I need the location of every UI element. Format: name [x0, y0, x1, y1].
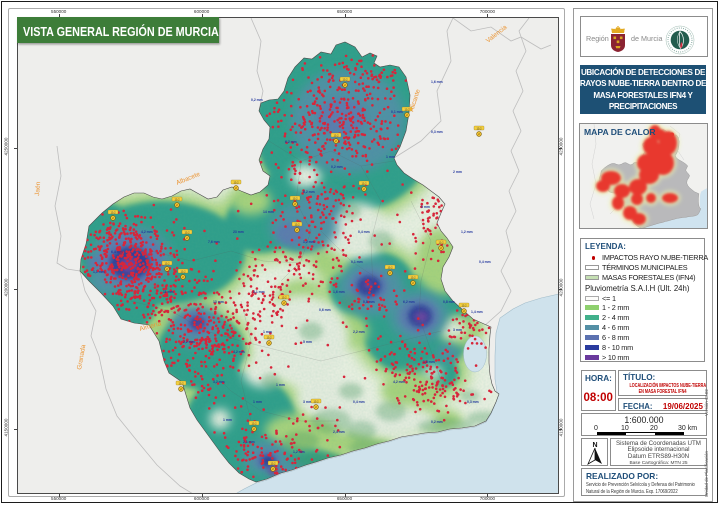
- svg-text:10,2: 10,2: [410, 275, 416, 279]
- svg-text:3,1 mm: 3,1 mm: [253, 290, 265, 294]
- svg-text:10,2: 10,2: [281, 295, 287, 299]
- svg-text:0,2 mm: 0,2 mm: [251, 98, 263, 102]
- svg-text:10,2: 10,2: [164, 261, 170, 265]
- svg-text:0,2 mm: 0,2 mm: [331, 165, 343, 169]
- svg-text:2,1 mm: 2,1 mm: [243, 440, 255, 444]
- svg-text:3 mm: 3 mm: [453, 328, 462, 332]
- svg-text:7,6 mm: 7,6 mm: [208, 240, 220, 244]
- svg-text:1,1 mm: 1,1 mm: [93, 270, 105, 274]
- svg-text:2,4 mm: 2,4 mm: [333, 430, 345, 434]
- svg-text:5 mm: 5 mm: [303, 340, 312, 344]
- svg-text:Jaén: Jaén: [34, 181, 42, 196]
- svg-text:2 mm: 2 mm: [453, 170, 462, 174]
- svg-text:10,2: 10,2: [313, 399, 319, 403]
- svg-text:0,8 mm: 0,8 mm: [443, 300, 455, 304]
- svg-text:1,6 mm: 1,6 mm: [431, 80, 443, 84]
- svg-text:4,2 mm: 4,2 mm: [233, 350, 245, 354]
- svg-text:1,8 mm: 1,8 mm: [423, 360, 435, 364]
- svg-text:4,2 mm: 4,2 mm: [393, 380, 405, 384]
- svg-text:1 mm: 1 mm: [276, 383, 285, 387]
- svg-text:3,2 mm: 3,2 mm: [213, 380, 225, 384]
- svg-text:8,2 mm: 8,2 mm: [303, 190, 315, 194]
- svg-text:3 mm: 3 mm: [303, 400, 312, 404]
- svg-text:0,6 mm: 0,6 mm: [319, 308, 331, 312]
- svg-text:10,2: 10,2: [292, 196, 298, 200]
- svg-text:10,2: 10,2: [387, 265, 393, 269]
- svg-text:6,4 mm: 6,4 mm: [111, 250, 123, 254]
- svg-text:1 mm: 1 mm: [253, 400, 262, 404]
- svg-text:0,8 mm: 0,8 mm: [363, 300, 375, 304]
- svg-text:10,2: 10,2: [251, 421, 257, 425]
- svg-text:10,2: 10,2: [266, 335, 272, 339]
- svg-text:0,1 mm: 0,1 mm: [351, 260, 363, 264]
- svg-text:10,2: 10,2: [461, 303, 467, 307]
- svg-text:0,3 mm: 0,3 mm: [431, 130, 443, 134]
- svg-text:1,2 mm: 1,2 mm: [293, 450, 305, 454]
- svg-text:Granada: Granada: [76, 344, 87, 371]
- svg-text:de Murcia: de Murcia: [631, 34, 663, 43]
- svg-text:0,2 mm: 0,2 mm: [431, 420, 443, 424]
- svg-text:10,2: 10,2: [294, 222, 300, 226]
- svg-text:1,4 mm: 1,4 mm: [471, 310, 483, 314]
- svg-text:1,2 mm: 1,2 mm: [303, 240, 315, 244]
- svg-text:N: N: [592, 442, 597, 449]
- svg-text:10,2: 10,2: [342, 77, 348, 81]
- svg-text:14 mm: 14 mm: [263, 210, 274, 214]
- svg-text:0,4 mm: 0,4 mm: [479, 260, 491, 264]
- svg-text:10,2: 10,2: [361, 181, 367, 185]
- svg-text:1,2 mm: 1,2 mm: [461, 230, 473, 234]
- svg-text:10,2: 10,2: [270, 461, 276, 465]
- svg-text:1 mm: 1 mm: [263, 330, 272, 334]
- svg-text:13 mm: 13 mm: [213, 300, 224, 304]
- svg-text:0,3 mm: 0,3 mm: [467, 400, 479, 404]
- svg-text:6,2 mm: 6,2 mm: [285, 140, 297, 144]
- svg-text:10,2: 10,2: [404, 107, 410, 111]
- svg-text:2,2 mm: 2,2 mm: [183, 340, 195, 344]
- svg-text:10,2: 10,2: [178, 381, 184, 385]
- svg-text:10,2: 10,2: [180, 269, 186, 273]
- svg-text:0,4 mm: 0,4 mm: [353, 400, 365, 404]
- svg-text:10,2: 10,2: [174, 197, 180, 201]
- svg-text:3 mm: 3 mm: [421, 205, 430, 209]
- svg-text:Región: Región: [586, 34, 609, 43]
- svg-text:11 mm: 11 mm: [163, 290, 174, 294]
- svg-text:10,2: 10,2: [476, 126, 482, 130]
- svg-text:4,2 mm: 4,2 mm: [141, 230, 153, 234]
- svg-text:10,2: 10,2: [233, 180, 239, 184]
- svg-text:1,6 mm: 1,6 mm: [333, 290, 345, 294]
- svg-text:10,2: 10,2: [110, 210, 116, 214]
- svg-text:10,2: 10,2: [438, 240, 444, 244]
- svg-text:1 mm: 1 mm: [386, 155, 395, 159]
- svg-text:6,2 mm: 6,2 mm: [403, 300, 415, 304]
- svg-text:1 mm: 1 mm: [223, 418, 232, 422]
- svg-text:10,2: 10,2: [333, 133, 339, 137]
- svg-text:10,2: 10,2: [184, 230, 190, 234]
- svg-text:0,1 mm: 0,1 mm: [391, 110, 403, 114]
- svg-text:23 mm: 23 mm: [233, 230, 244, 234]
- svg-text:2,2 mm: 2,2 mm: [353, 330, 365, 334]
- svg-text:0,4 mm: 0,4 mm: [358, 230, 370, 234]
